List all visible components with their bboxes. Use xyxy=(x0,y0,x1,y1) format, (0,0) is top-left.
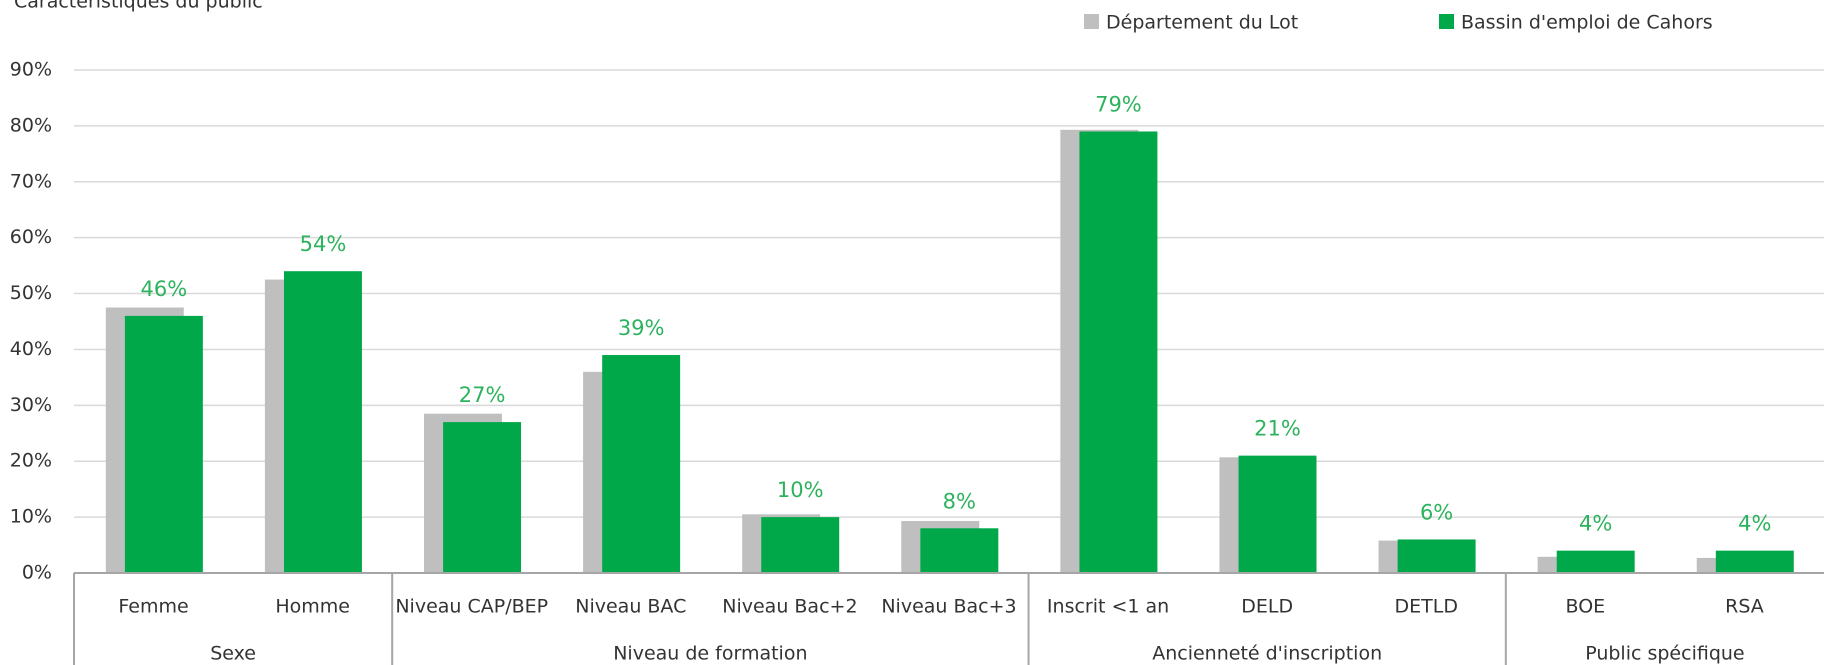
legend-label: Département du Lot xyxy=(1106,12,1298,34)
x-tick-label: Homme xyxy=(275,596,350,618)
y-tick-label: 30% xyxy=(10,394,52,416)
data-label: 79% xyxy=(1095,92,1142,116)
bar xyxy=(1238,455,1317,573)
x-tick-label: DELD xyxy=(1241,596,1293,618)
bar xyxy=(443,422,522,573)
x-tick-label: RSA xyxy=(1725,596,1764,618)
bar xyxy=(124,315,203,573)
bar xyxy=(1079,131,1158,573)
legend-swatch xyxy=(1439,14,1454,29)
group-label: Public spécifique xyxy=(1585,643,1744,665)
bar xyxy=(1556,550,1635,573)
legend-label: Bassin d'emploi de Cahors xyxy=(1461,12,1713,34)
x-tick-label: Niveau BAC xyxy=(575,596,686,618)
y-tick-label: 90% xyxy=(10,59,52,81)
bar xyxy=(1397,539,1476,573)
group-label: Ancienneté d'inscription xyxy=(1152,643,1382,665)
x-tick-label: Femme xyxy=(118,596,188,618)
x-tick-label: Inscrit <1 an xyxy=(1047,596,1169,618)
bar xyxy=(920,528,999,573)
data-label: 39% xyxy=(618,316,665,340)
bar xyxy=(602,355,681,573)
bar xyxy=(284,271,362,573)
bar xyxy=(761,517,840,573)
data-label: 10% xyxy=(777,478,824,502)
data-label: 6% xyxy=(1420,500,1453,524)
y-tick-label: 60% xyxy=(10,226,52,248)
x-tick-label: Niveau Bac+2 xyxy=(722,596,857,618)
data-label: 21% xyxy=(1254,417,1301,441)
data-label: 27% xyxy=(459,383,506,407)
y-tick-label: 10% xyxy=(10,506,52,528)
bar xyxy=(1715,550,1794,573)
data-label: 4% xyxy=(1738,512,1771,536)
y-tick-label: 20% xyxy=(10,450,52,472)
data-label: 54% xyxy=(300,232,347,256)
legend-swatch xyxy=(1084,14,1099,29)
y-tick-label: 50% xyxy=(10,282,52,304)
x-tick-label: Niveau Bac+3 xyxy=(881,596,1016,618)
x-tick-label: Niveau CAP/BEP xyxy=(395,596,548,618)
x-tick-label: DETLD xyxy=(1395,596,1458,618)
data-label: 46% xyxy=(141,277,188,301)
group-label: Sexe xyxy=(210,643,256,665)
y-tick-label: 80% xyxy=(10,114,52,136)
y-tick-label: 40% xyxy=(10,338,52,360)
group-label: Niveau de formation xyxy=(613,643,807,665)
data-label: 4% xyxy=(1579,512,1612,536)
y-tick-label: 0% xyxy=(22,562,52,584)
y-tick-label: 70% xyxy=(10,170,52,192)
data-label: 8% xyxy=(943,489,976,513)
x-tick-label: BOE xyxy=(1566,596,1606,618)
chart-title: Caractéristiques du public xyxy=(14,0,263,13)
